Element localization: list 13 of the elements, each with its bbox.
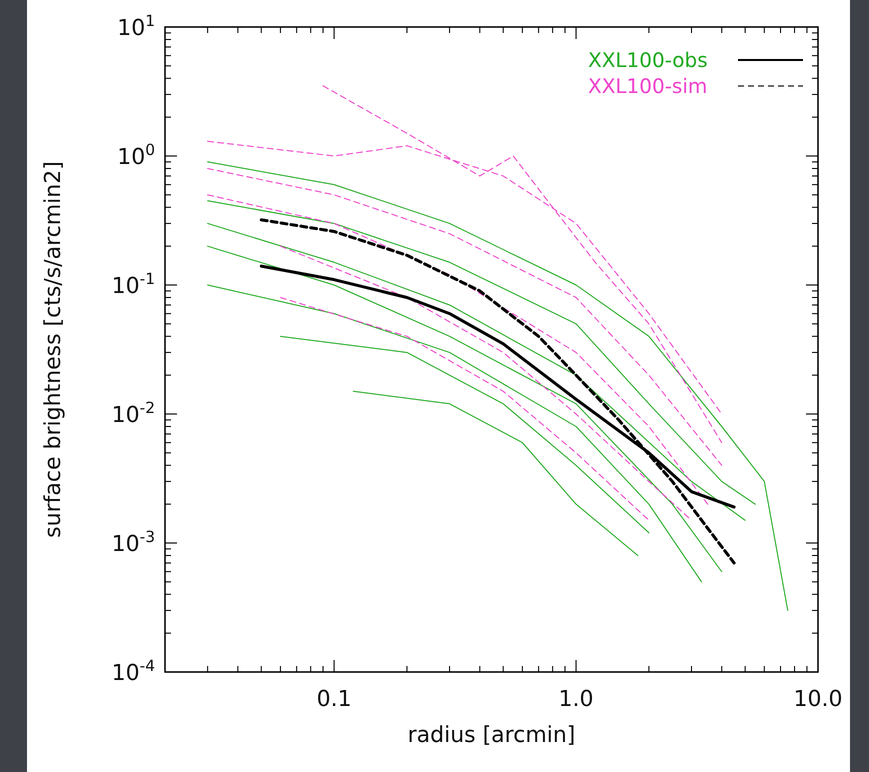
x-tick-label: 0.1 (316, 687, 352, 712)
y-tick-label: 10$^{1}$ (117, 12, 155, 41)
y-tick-label: 10$^{0}$ (117, 141, 155, 170)
y-tick-label: 10$^{-4}$ (112, 657, 155, 686)
x-tick-label: 1.0 (558, 687, 594, 712)
y-tick-label: 10$^{-1}$ (112, 270, 155, 299)
y-tick-label: 10$^{-3}$ (112, 528, 155, 557)
y-axis-title: surface brightness [cts/s/arcmin2] (41, 161, 66, 538)
legend-label: XXL100-obs (588, 48, 708, 72)
x-tick-label: 10.0 (794, 687, 842, 712)
legend-label: XXL100-sim (588, 74, 708, 98)
y-tick-label: 10$^{-2}$ (112, 399, 155, 428)
x-axis-title: radius [arcmin] (408, 723, 576, 748)
